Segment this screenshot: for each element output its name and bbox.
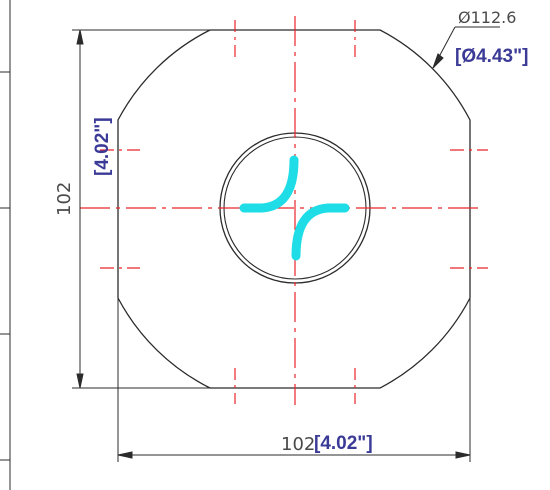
slot-lower-right [291,203,350,261]
diameter-leader [432,26,500,69]
height-arrow-top [76,29,84,45]
height-arrow-bottom [76,373,84,389]
width-metric-label: 102 [281,434,315,455]
width-arrow-right [455,451,471,459]
height-dimension [72,29,210,389]
leader-arrow [432,53,444,69]
height-imperial-label: [4.02"] [92,117,113,176]
width-arrow-left [117,451,133,459]
curved-slots [239,155,350,261]
slot-upper-left [239,155,299,213]
page-frame-marks [0,0,11,490]
width-dimension [117,298,471,462]
plate-outline [117,29,471,389]
diameter-metric-label: Ø112.6 [458,8,516,27]
centerlines [80,16,488,405]
width-imperial-label: [4.02"] [314,433,373,454]
diameter-imperial-label: [Ø4.43"] [455,46,528,67]
height-metric-label: 102 [54,182,75,216]
